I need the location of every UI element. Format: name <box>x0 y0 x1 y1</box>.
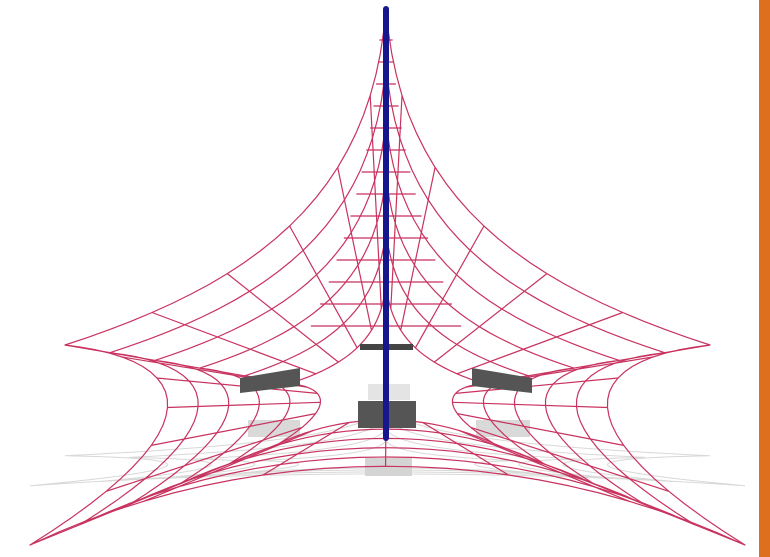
rope-radial <box>458 429 630 502</box>
side-bar <box>759 0 770 557</box>
rope-radial <box>156 377 318 394</box>
rope-radial <box>369 95 382 309</box>
rope-radial <box>151 413 316 446</box>
rope-radial <box>400 167 436 331</box>
rope-radial <box>493 442 746 546</box>
rope-radial <box>151 311 317 375</box>
rope-radial <box>289 225 358 349</box>
platform-shadow <box>365 458 412 476</box>
rope-radial <box>414 225 485 349</box>
rope-radial <box>452 401 608 409</box>
rope-radial <box>456 311 623 375</box>
platform-shadow <box>476 420 530 437</box>
platform <box>240 368 300 393</box>
rope-radial <box>106 426 303 492</box>
rope-radial <box>457 413 624 446</box>
rope-radial <box>143 429 314 502</box>
rope-radial <box>29 442 280 546</box>
rope-radial <box>390 95 403 309</box>
divider <box>757 0 759 557</box>
rope-radial <box>262 421 350 476</box>
rope-radial <box>433 273 548 363</box>
rope-radial <box>167 401 321 409</box>
rope-radial <box>470 426 669 492</box>
rope-radial <box>455 377 619 394</box>
rope-radial <box>422 421 509 476</box>
rope-radial <box>337 167 373 331</box>
rope-radial <box>226 273 339 363</box>
platform <box>472 368 532 393</box>
